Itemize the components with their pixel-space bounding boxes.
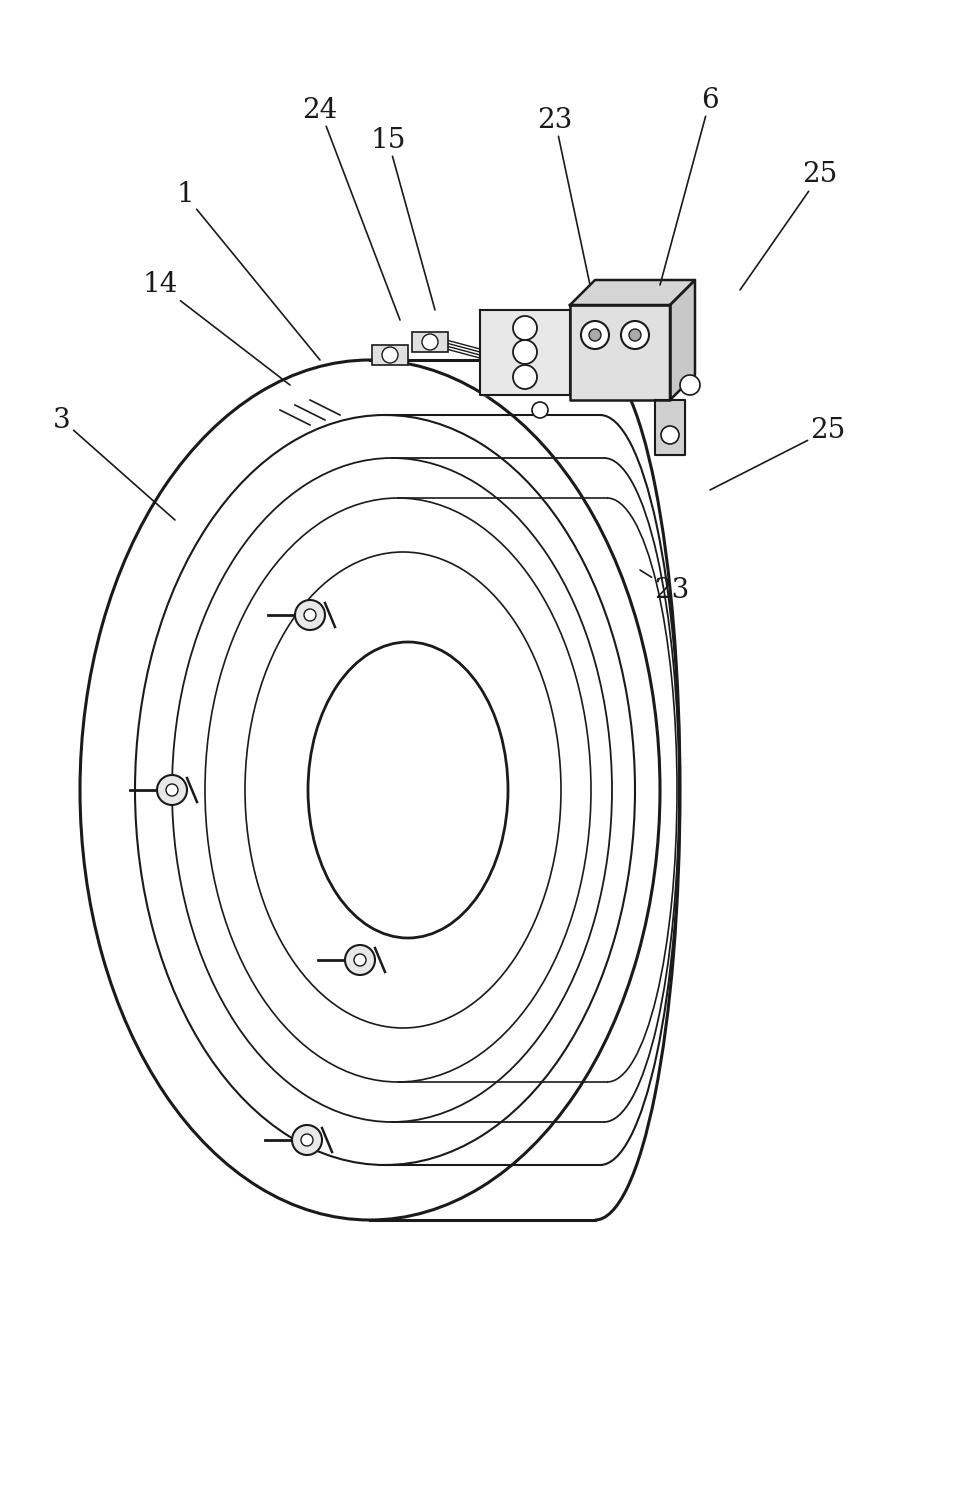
Circle shape [513,339,537,363]
Text: 15: 15 [370,127,435,309]
Bar [372,345,408,365]
Circle shape [661,426,679,444]
Circle shape [301,1135,313,1147]
Circle shape [345,945,375,975]
Polygon shape [570,305,670,401]
Text: 25: 25 [740,161,837,290]
Polygon shape [570,280,695,305]
Text: 23: 23 [538,106,590,286]
Circle shape [292,1126,322,1156]
Text: 3: 3 [54,407,175,520]
Circle shape [354,954,366,966]
Bar [412,332,448,351]
Circle shape [629,329,641,341]
Text: 6: 6 [660,87,719,286]
Circle shape [621,321,649,348]
Circle shape [680,375,700,395]
Circle shape [513,315,537,339]
Circle shape [295,599,325,629]
Text: 1: 1 [176,181,320,360]
Polygon shape [655,401,685,454]
Polygon shape [480,309,570,395]
Circle shape [532,402,548,419]
Circle shape [581,321,609,348]
Circle shape [422,333,438,350]
Circle shape [304,608,316,620]
Text: 24: 24 [302,97,400,320]
Circle shape [513,365,537,389]
Text: 25: 25 [710,417,846,490]
Text: 23: 23 [640,570,690,604]
Circle shape [157,774,187,804]
Circle shape [589,329,601,341]
Circle shape [166,783,178,795]
Circle shape [382,347,398,363]
Polygon shape [670,280,695,401]
Text: 14: 14 [143,272,290,386]
